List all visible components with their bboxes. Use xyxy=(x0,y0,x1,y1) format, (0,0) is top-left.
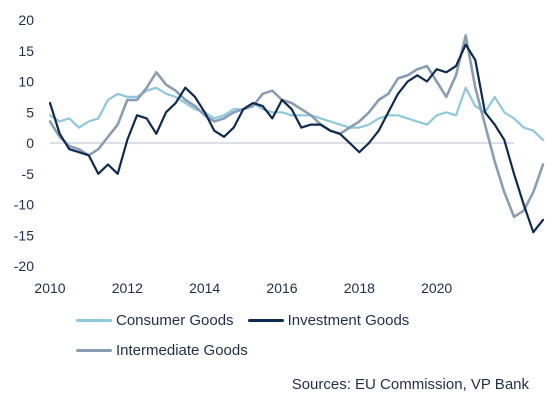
x-axis-ticks: 2010 2012 2014 2016 2018 2020 xyxy=(34,280,452,296)
y-tick-label: 15 xyxy=(18,43,34,59)
legend-swatch-consumer-goods xyxy=(76,319,112,322)
series-line-consumer-goods xyxy=(48,86,545,141)
source-note: Sources: EU Commission, VP Bank xyxy=(291,376,529,393)
y-tick-label: -20 xyxy=(14,258,34,274)
legend-row-1: Consumer Goods Investment Goods xyxy=(76,312,423,329)
legend-label-intermediate-goods: Intermediate Goods xyxy=(116,342,248,359)
y-tick-label: 10 xyxy=(18,74,34,90)
y-tick-label: 0 xyxy=(26,135,34,151)
y-tick-label: -15 xyxy=(14,227,34,243)
x-tick-label: 2010 xyxy=(34,280,65,296)
x-tick-label: 2016 xyxy=(266,280,297,296)
y-tick-label: -10 xyxy=(14,197,34,213)
legend-label-investment-goods: Investment Goods xyxy=(287,312,410,329)
y-tick-label: -5 xyxy=(22,166,35,182)
series-line-investment-goods xyxy=(48,43,545,234)
legend-label-consumer-goods: Consumer Goods xyxy=(116,312,234,329)
series-layer xyxy=(48,34,545,234)
x-tick-label: 2012 xyxy=(112,280,143,296)
legend-swatch-intermediate-goods xyxy=(76,349,112,352)
legend-item-investment-goods: Investment Goods xyxy=(247,312,410,329)
line-chart: 20 15 10 5 0 -5 -10 -15 -20 2010 2012 2014 2016 2018… xyxy=(14,12,545,296)
y-tick-label: 20 xyxy=(18,12,34,28)
x-tick-label: 2018 xyxy=(344,280,375,296)
series-line-intermediate-goods xyxy=(48,34,545,219)
legend-item-intermediate-goods: Intermediate Goods xyxy=(76,342,248,359)
y-tick-label: 5 xyxy=(26,104,34,120)
y-axis-ticks: 20 15 10 5 0 -5 -10 -15 -20 xyxy=(14,12,34,274)
x-tick-label: 2014 xyxy=(189,280,220,296)
legend-swatch-investment-goods xyxy=(247,319,284,322)
x-tick-label: 2020 xyxy=(421,280,452,296)
legend-item-consumer-goods: Consumer Goods xyxy=(76,312,234,329)
legend-row-2: Intermediate Goods xyxy=(76,342,262,359)
